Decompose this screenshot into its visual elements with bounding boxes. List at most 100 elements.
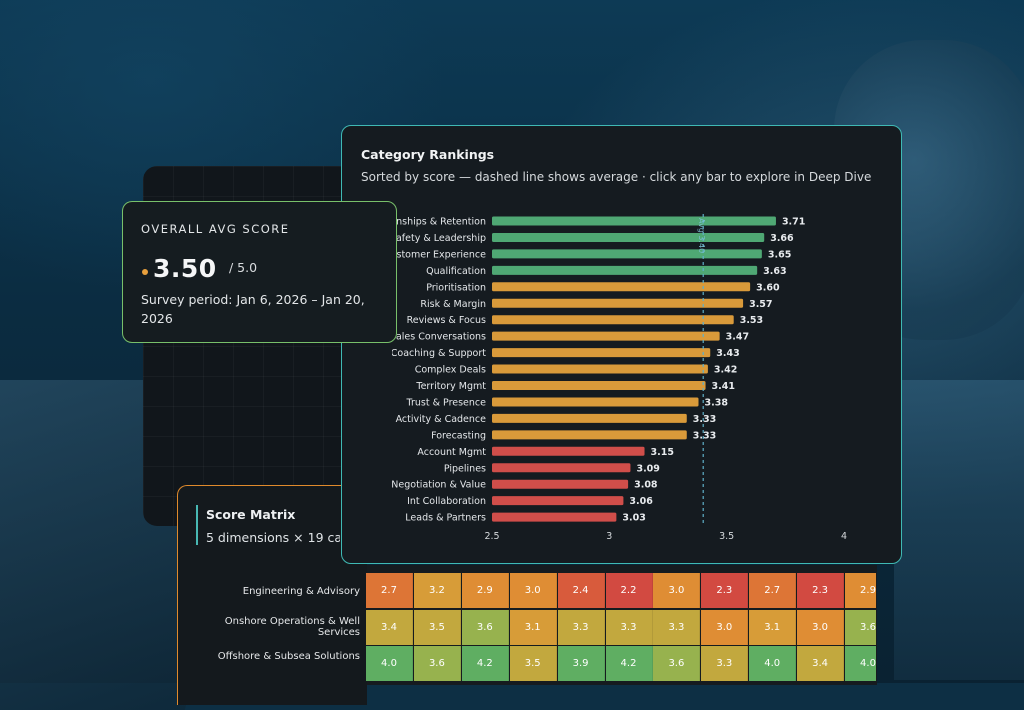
category-label: Reviews & Focus — [407, 315, 486, 326]
matrix-cell[interactable]: 3.3 — [605, 609, 653, 645]
category-label: Account Mgmt — [417, 447, 486, 458]
value-label: 3.33 — [693, 430, 716, 441]
category-label: Qualification — [426, 266, 486, 277]
category-rankings-chart: Relationships & Retention Safety & Leader… — [363, 214, 847, 542]
value-label: 3.38 — [705, 397, 729, 408]
matrix-row-label: Engineering & Advisory — [242, 586, 360, 597]
bar-17[interactable] — [492, 479, 629, 489]
category-label: Risk & Margin — [420, 299, 486, 310]
category-label-group: Relationships & Retention Safety & Leader… — [363, 217, 487, 524]
matrix-cell[interactable]: 4.2 — [605, 646, 653, 681]
category-label: Customer Experience — [384, 249, 486, 260]
background-arm-shape — [894, 380, 1024, 680]
matrix-cell[interactable]: 3.0 — [701, 609, 749, 645]
matrix-cell[interactable]: 3.5 — [509, 646, 557, 681]
matrix-cell[interactable]: 2.9 — [461, 573, 509, 608]
matrix-cell[interactable]: 4.0 — [845, 646, 876, 681]
matrix-cell[interactable]: 2.7 — [366, 573, 413, 608]
matrix-cell[interactable]: 2.4 — [557, 573, 605, 608]
category-label: Prioritisation — [426, 282, 486, 293]
bar-3[interactable] — [492, 249, 762, 259]
rankings-title: Category Rankings — [361, 147, 495, 162]
matrix-cell[interactable]: 3.1 — [509, 609, 557, 645]
matrix-cell[interactable]: 2.3 — [701, 573, 749, 608]
matrix-cell[interactable]: 2.9 — [845, 573, 876, 608]
matrix-cell[interactable]: 4.0 — [366, 646, 413, 681]
value-label: 3.42 — [714, 365, 737, 376]
status-dot-icon — [142, 269, 148, 275]
matrix-cell[interactable]: 3.0 — [509, 573, 557, 608]
value-label: 3.06 — [629, 496, 653, 507]
matrix-cell[interactable]: 3.0 — [797, 609, 845, 645]
score-matrix-grid: 2.7 3.2 2.9 3.0 2.4 2.2 3.0 2.3 2.7 2.3 2.9 3.4 3.5 3… — [366, 573, 876, 683]
bar-6[interactable] — [492, 298, 744, 308]
bar-4[interactable] — [492, 265, 758, 275]
matrix-cell[interactable]: 3.3 — [557, 609, 605, 645]
matrix-cell[interactable]: 3.6 — [461, 609, 509, 645]
average-line-label: Avg 3.40 — [697, 218, 706, 253]
matrix-cell[interactable]: 3.2 — [413, 573, 461, 608]
bar-8[interactable] — [492, 331, 720, 341]
category-label: Safety & Leadership — [390, 233, 486, 244]
x-tick-label: 2.5 — [484, 531, 499, 542]
bar-13[interactable] — [492, 413, 687, 423]
value-label: 3.47 — [726, 332, 749, 343]
category-label: Trust & Presence — [406, 397, 487, 408]
matrix-cell[interactable]: 3.9 — [557, 646, 605, 681]
matrix-cell[interactable]: 3.3 — [653, 609, 701, 645]
bar-15[interactable] — [492, 446, 645, 456]
category-label: Relationships & Retention — [363, 217, 486, 228]
category-label: Leads & Partners — [405, 513, 486, 524]
matrix-cell[interactable]: 4.2 — [461, 646, 509, 681]
bar-1[interactable] — [492, 216, 776, 226]
value-label: 3.41 — [712, 381, 735, 392]
bar-16[interactable] — [492, 463, 631, 473]
value-label: 3.09 — [636, 463, 659, 474]
matrix-cell[interactable]: 3.6 — [653, 646, 701, 681]
bar-7[interactable] — [492, 315, 734, 325]
bar-18[interactable] — [492, 496, 624, 506]
category-label: Territory Mgmt — [415, 381, 486, 392]
value-label: 3.15 — [651, 447, 674, 458]
matrix-cell[interactable]: 3.6 — [845, 609, 876, 645]
matrix-cell[interactable]: 3.1 — [749, 609, 797, 645]
matrix-cell[interactable]: 3.4 — [366, 609, 413, 645]
value-label: 3.63 — [763, 266, 786, 277]
value-label: 3.03 — [622, 513, 645, 524]
matrix-cell[interactable]: 4.0 — [749, 646, 797, 681]
value-label: 3.33 — [693, 414, 716, 425]
bar-2[interactable] — [492, 232, 765, 242]
category-label: Activity & Cadence — [396, 414, 487, 425]
overall-avg-card: OVERALL AVG SCORE 3.50 / 5.0 Survey peri… — [122, 201, 397, 343]
score-matrix-subtitle: 5 dimensions × 19 categories — [206, 530, 340, 545]
score-matrix-title: Score Matrix — [206, 507, 296, 522]
overall-avg-max: / 5.0 — [229, 260, 258, 275]
value-label: 3.08 — [634, 480, 658, 491]
bar-19[interactable] — [492, 512, 617, 522]
bar-11[interactable] — [492, 381, 706, 390]
matrix-cell[interactable]: 3.4 — [797, 646, 845, 681]
category-label: Forecasting — [431, 430, 486, 441]
matrix-cell[interactable]: 2.3 — [797, 573, 845, 608]
matrix-cell[interactable]: 3.6 — [413, 646, 461, 681]
bar-12[interactable] — [492, 397, 699, 407]
matrix-cell[interactable]: 3.0 — [653, 573, 701, 608]
matrix-row-label: Offshore & Subsea Solutions — [217, 651, 360, 662]
x-tick-label: 3.5 — [719, 531, 734, 542]
matrix-cell[interactable]: 2.7 — [749, 573, 797, 608]
matrix-cell[interactable]: 3.3 — [701, 646, 749, 681]
bar-5[interactable] — [492, 282, 751, 292]
value-label: 3.66 — [770, 233, 794, 244]
matrix-row-label: Onshore Operations & Well Services — [224, 616, 360, 638]
score-matrix-card — [177, 485, 367, 705]
matrix-cell[interactable]: 3.5 — [413, 609, 461, 645]
bar-14[interactable] — [492, 430, 687, 440]
value-label: 3.43 — [716, 348, 739, 359]
matrix-cell[interactable]: 2.2 — [605, 573, 653, 608]
bar-10[interactable] — [492, 364, 708, 374]
bar-9[interactable] — [492, 348, 711, 358]
x-tick-label: 3 — [606, 531, 612, 542]
category-rankings-card: Category Rankings Sorted by score — dash… — [341, 125, 902, 564]
score-matrix-accent — [196, 505, 198, 545]
category-label: Pipelines — [444, 463, 486, 474]
